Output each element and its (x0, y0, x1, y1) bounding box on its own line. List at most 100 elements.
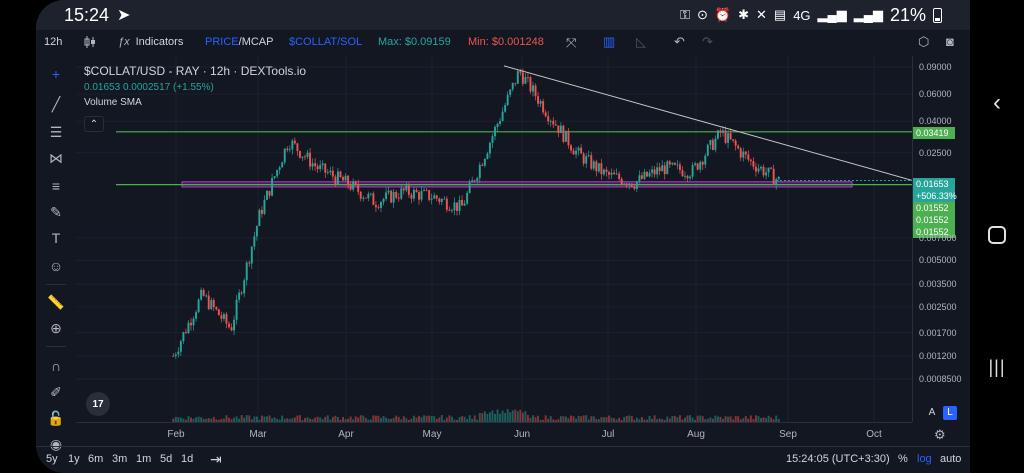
price-option[interactable]: PRICE (205, 36, 239, 48)
support-tag-2: 0.01552 (913, 214, 955, 226)
volume-bar (382, 416, 385, 422)
candle-body (534, 85, 537, 97)
price-mcap-toggle[interactable]: PRICE / MCAP (205, 30, 273, 54)
time-axis[interactable]: Feb Mar Apr May Jun Jul Aug Sep Oct (76, 422, 912, 444)
magnet-icon[interactable]: ∩ (50, 358, 62, 374)
horizontal-lines-icon[interactable]: ☰ (49, 123, 63, 140)
date-range-icon[interactable]: ⇥ (210, 451, 222, 467)
candle-body (684, 175, 686, 177)
volume-bar (329, 419, 332, 422)
range-5d[interactable]: 5d (160, 453, 173, 465)
bar-chart-icon[interactable]: ▥ (603, 34, 616, 49)
candle-body (420, 190, 423, 200)
candle-body (744, 151, 747, 155)
volume-bar (638, 419, 641, 422)
volume-bar (635, 417, 638, 422)
candle-body (281, 162, 284, 168)
volume-bar (468, 415, 471, 422)
percent-toggle[interactable]: % (898, 453, 908, 465)
volume-bar (281, 415, 284, 422)
text-tool-icon[interactable]: T (51, 230, 61, 246)
volume-bar (754, 415, 757, 422)
volume-bar (405, 418, 408, 422)
signal-icon: ▂▄▆ (817, 7, 847, 22)
brush-icon[interactable]: ✎ (50, 203, 62, 220)
time-axis-settings-icon[interactable]: ⚙ (934, 427, 946, 442)
time-tick-label: Oct (866, 429, 882, 440)
legend-values: 0.01653 0.0002517 (+1.55%) (84, 82, 306, 93)
tradingview-logo[interactable]: 17 (86, 392, 110, 416)
volume-bar (461, 416, 464, 422)
volume-bar (701, 416, 704, 422)
volume-bar (516, 411, 519, 422)
candle-body (742, 151, 745, 158)
undo-icon[interactable]: ↶ (674, 34, 685, 49)
volume-bar (435, 418, 438, 422)
volume-bar (597, 419, 600, 422)
candle-body (179, 341, 182, 352)
candle-type-icon[interactable] (84, 30, 96, 54)
range-5y[interactable]: 5y (46, 453, 58, 465)
candle-body (453, 202, 456, 211)
fullscreen-icon[interactable]: ⤧ (566, 35, 577, 50)
price-chart[interactable] (76, 56, 912, 422)
candle-body (532, 85, 534, 92)
candle-body (554, 124, 557, 126)
volume-bar (651, 418, 654, 422)
range-1d[interactable]: 1d (181, 453, 194, 465)
back-icon[interactable]: ‹ (993, 89, 1001, 116)
candle-body (430, 198, 433, 200)
volume-bar (331, 416, 334, 422)
range-3m[interactable]: 3m (112, 453, 128, 465)
candle-body (526, 77, 529, 78)
volume-bar (377, 415, 380, 422)
volume-bar (496, 409, 499, 422)
candle-body (572, 150, 575, 155)
trendline-icon[interactable]: ╱ (51, 95, 61, 112)
candle-body (615, 173, 618, 175)
price-scale[interactable]: 0.03419 0.01653 +506.33% 0.01552 0.01552… (912, 56, 970, 422)
lock-icon[interactable]: 🔓 (47, 409, 65, 426)
log-toggle[interactable]: log (917, 453, 932, 465)
collapse-legend-button[interactable]: ⌃ (84, 116, 104, 132)
indicators-button[interactable]: ƒx Indicators (118, 30, 183, 54)
recents-icon[interactable]: ||| (988, 356, 1006, 377)
area-chart-icon[interactable]: ◺ (636, 34, 646, 49)
eye-icon[interactable]: ◉ (49, 435, 63, 452)
pattern-icon[interactable]: ⋈ (49, 149, 63, 166)
home-icon[interactable] (982, 220, 1012, 250)
settings-icon[interactable]: ⬡ (918, 34, 930, 49)
redo-icon[interactable]: ↷ (702, 34, 713, 49)
quote-pair-button[interactable]: $COLLAT/SOL (289, 36, 363, 48)
auto-toggle[interactable]: auto (940, 453, 962, 465)
candle-body (192, 318, 195, 326)
mcap-option[interactable]: MCAP (241, 36, 274, 48)
log-scale-button[interactable]: L (943, 406, 957, 420)
chart-area[interactable]: $COLLAT/USD - RAY · 12h · DEXTools.io 0.… (76, 56, 912, 422)
crosshair-icon[interactable]: + (51, 66, 61, 82)
range-1y[interactable]: 1y (68, 453, 80, 465)
fib-icon[interactable]: ≡ (51, 178, 61, 194)
volume-bar (385, 417, 388, 422)
candle-body (724, 130, 727, 143)
volume-bar (663, 419, 666, 422)
volume-bar (412, 415, 415, 422)
emoji-icon[interactable]: ☺ (48, 258, 64, 274)
candle-body (250, 246, 253, 264)
ruler-icon[interactable]: 📏 (47, 293, 65, 310)
volume-bar (233, 417, 236, 422)
interval-button[interactable]: 12h (44, 36, 63, 48)
lock-drawing-icon[interactable]: ✐ (50, 383, 62, 400)
candle-body (207, 295, 210, 309)
volume-indicator-label: Volume SMA (84, 97, 142, 108)
candle-body (537, 96, 540, 104)
clock-timezone[interactable]: 15:24:05 (UTC+3:30) (786, 453, 890, 465)
camera-icon[interactable]: ◙ (946, 34, 954, 49)
range-6m[interactable]: 6m (88, 453, 104, 465)
zoom-icon[interactable]: ⊕ (50, 319, 62, 336)
current-price-tag: 0.01653 (913, 178, 955, 190)
candle-body (243, 280, 246, 294)
candle-body (205, 295, 208, 297)
range-1m[interactable]: 1m (136, 453, 152, 465)
auto-scale-button[interactable]: A (928, 407, 936, 418)
